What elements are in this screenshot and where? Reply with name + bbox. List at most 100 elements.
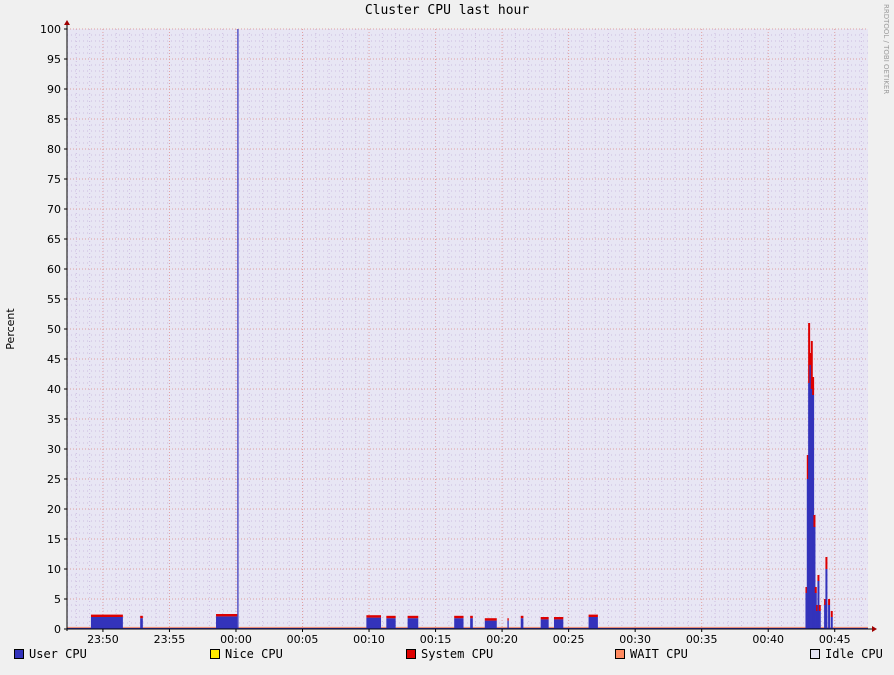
system-cpu-spike <box>818 605 821 611</box>
user-cpu-segment <box>540 619 549 629</box>
user-cpu-spike <box>830 617 833 629</box>
x-tick-label: 00:45 <box>819 633 851 646</box>
user-cpu-spike <box>816 611 819 629</box>
y-tick-label: 40 <box>47 383 61 396</box>
legend: User CPU Nice CPU System CPU WAIT CPU Idle C… <box>14 647 883 661</box>
system-cpu-segment <box>588 614 598 617</box>
x-tick-label: 00:25 <box>553 633 585 646</box>
user-cpu-segment <box>553 619 564 629</box>
y-tick-label: 60 <box>47 263 61 276</box>
x-axis-arrow <box>872 626 877 632</box>
user-cpu-spike <box>818 611 821 629</box>
y-tick-label: 10 <box>47 563 61 576</box>
x-tick-label: 00:40 <box>752 633 784 646</box>
system-cpu-segment <box>484 618 497 621</box>
plot-area <box>67 29 868 629</box>
system-cpu-spike <box>828 599 831 605</box>
system-cpu-segment <box>520 615 524 619</box>
user-cpu-segment <box>216 616 238 629</box>
user-cpu-spike <box>813 527 816 629</box>
user-cpu-spike <box>817 581 820 629</box>
y-tick-label: 5 <box>54 593 61 606</box>
y-tick-label: 45 <box>47 353 61 366</box>
y-tick-label: 65 <box>47 233 61 246</box>
x-tick-label: 00:35 <box>686 633 718 646</box>
x-tick-label: 23:50 <box>87 633 119 646</box>
user-cpu-spike <box>825 569 828 629</box>
y-tick-label: 15 <box>47 533 61 546</box>
legend-label: System CPU <box>421 647 493 661</box>
user-cpu-spike <box>814 593 817 629</box>
user-cpu-spike <box>805 593 808 629</box>
system-cpu-segment <box>507 618 509 621</box>
system-cpu-segment <box>386 615 396 619</box>
x-tick-label: 00:15 <box>420 633 452 646</box>
axes: 0 5 10 15 20 25 30 35 40 45 50 55 60 65 70 75 80 85 90 95 10… <box>40 20 877 646</box>
system-cpu-segment <box>140 615 143 619</box>
user-cpu-spike <box>824 605 827 629</box>
user-cpu-segment <box>484 620 497 629</box>
user-cpu-segment <box>520 618 524 629</box>
y-axis-label: Percent <box>4 308 17 350</box>
system-cpu-spike <box>810 341 813 389</box>
grid <box>67 28 868 629</box>
system-cpu-spike <box>812 377 815 395</box>
system-cpu-spike <box>806 455 809 479</box>
system-cpu-segment <box>366 615 382 618</box>
legend-swatch <box>615 649 625 659</box>
x-tick-label: 00:05 <box>287 633 319 646</box>
x-tick-label: 00:30 <box>619 633 651 646</box>
legend-swatch <box>210 649 220 659</box>
system-cpu-spike <box>814 587 817 593</box>
system-cpu-spike <box>816 605 819 611</box>
user-cpu-segment <box>407 618 419 629</box>
user-cpu-segment <box>366 617 382 629</box>
y-tick-label: 55 <box>47 293 61 306</box>
user-cpu-segment <box>386 618 396 629</box>
system-cpu-spike <box>830 611 833 617</box>
system-cpu-spike <box>825 557 828 569</box>
user-cpu-segment <box>507 620 509 629</box>
y-tick-label: 100 <box>40 23 61 36</box>
legend-swatch <box>406 649 416 659</box>
user-cpu-spike <box>810 389 813 629</box>
system-cpu-segment <box>216 614 238 617</box>
y-tick-label: 0 <box>54 623 61 636</box>
system-cpu-spike <box>817 575 820 581</box>
y-tick-label: 85 <box>47 113 61 126</box>
system-cpu-spike <box>813 515 816 527</box>
x-tick-label: 00:10 <box>353 633 385 646</box>
user-cpu-spike <box>808 383 811 629</box>
y-axis-arrow <box>64 20 70 25</box>
y-tick-label: 80 <box>47 143 61 156</box>
y-tick-label: 50 <box>47 323 61 336</box>
watermark: RRDTOOL / TOBI OETIKER <box>882 4 890 94</box>
system-cpu-segment <box>407 615 419 619</box>
x-tick-label: 00:20 <box>486 633 518 646</box>
user-cpu-spike <box>806 479 809 629</box>
legend-label: User CPU <box>29 647 87 661</box>
user-cpu-segment <box>470 618 473 629</box>
legend-swatch <box>810 649 820 659</box>
y-tick-label: 90 <box>47 83 61 96</box>
chart-title: Cluster CPU last hour <box>365 3 530 18</box>
y-tick-label: 70 <box>47 203 61 216</box>
system-cpu-segment <box>470 615 473 619</box>
user-cpu-segment <box>140 618 143 629</box>
legend-label: Idle CPU <box>825 647 883 661</box>
system-cpu-spike <box>805 587 808 593</box>
y-tick-label: 30 <box>47 443 61 456</box>
y-tick-label: 20 <box>47 503 61 516</box>
system-cpu-segment <box>540 617 549 620</box>
user-cpu-segment <box>90 617 123 629</box>
user-cpu-baseline <box>67 627 868 629</box>
user-cpu-spike <box>237 29 239 629</box>
user-cpu-spike <box>809 365 812 629</box>
y-tick-label: 25 <box>47 473 61 486</box>
wait-cpu-baseline <box>67 626 868 628</box>
legend-label: WAIT CPU <box>630 647 688 661</box>
user-cpu-segment <box>588 617 598 629</box>
user-cpu-spike <box>812 395 815 629</box>
